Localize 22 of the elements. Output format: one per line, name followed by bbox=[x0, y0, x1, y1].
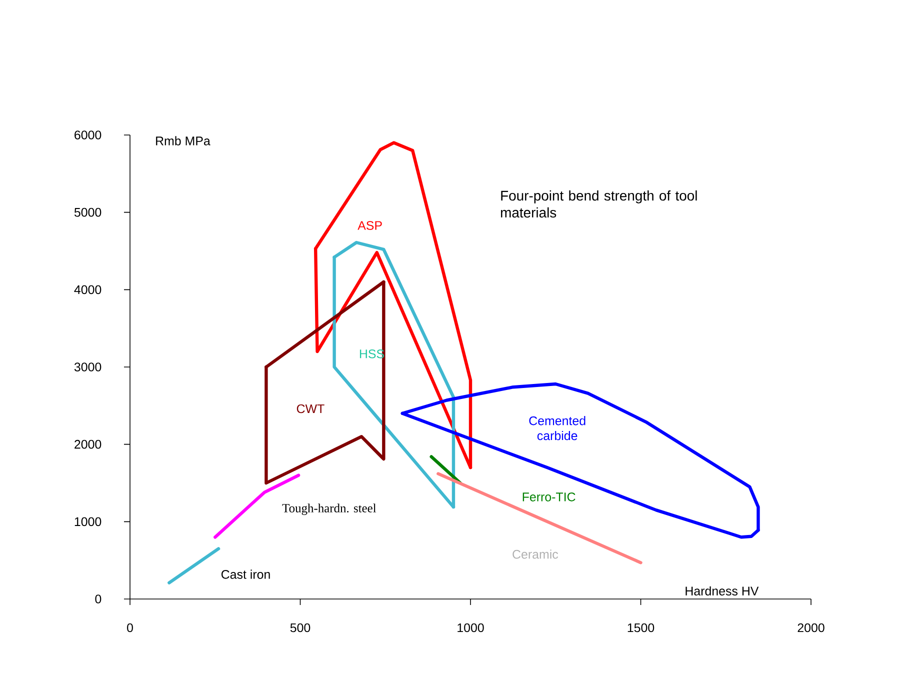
y-tick-label: 3000 bbox=[74, 362, 102, 372]
text: Four-point bend strength of tool materials bbox=[500, 190, 697, 218]
y-tick-label: 2000 bbox=[74, 440, 102, 449]
annotation: Tough-hardn. steel bbox=[282, 504, 376, 515]
annotation: Ceramic bbox=[512, 550, 558, 559]
annotation: ASP bbox=[358, 221, 382, 230]
y-tick-label: 4000 bbox=[74, 285, 102, 294]
x-tick-label: 1500 bbox=[628, 623, 654, 632]
annotation: Cast iron bbox=[221, 570, 270, 579]
x-axis-title: Hardness HV bbox=[686, 586, 759, 596]
x-tick-label: 1000 bbox=[458, 623, 484, 632]
x-tick-label: 2000 bbox=[798, 623, 824, 632]
annotation: CWT bbox=[296, 404, 324, 414]
y-tick-label: 0 bbox=[95, 594, 102, 604]
y-axis-title: Rmb MPa bbox=[156, 136, 210, 146]
annotation: Ferro-TIC bbox=[522, 492, 576, 502]
annotation: Cemented carbide bbox=[529, 416, 586, 440]
x-tick-label: 500 bbox=[290, 623, 310, 632]
y-tick-label: 6000 bbox=[74, 130, 102, 140]
y-tick-label: 1000 bbox=[74, 517, 102, 526]
y-tick-label: 5000 bbox=[74, 208, 102, 217]
x-tick-label: 0 bbox=[127, 623, 133, 632]
